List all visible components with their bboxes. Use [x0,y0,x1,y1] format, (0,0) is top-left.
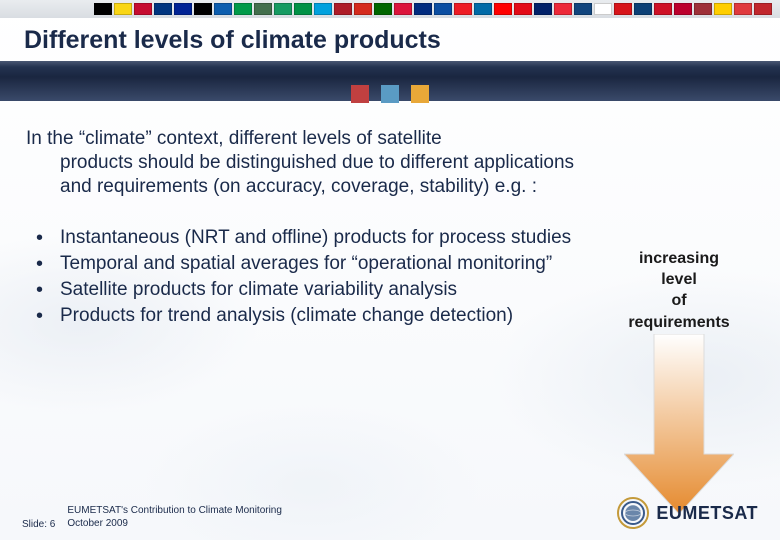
flag-icon [574,3,592,15]
arrow-label-line: of [604,291,754,310]
flag-icon [554,3,572,15]
flag-icon [94,3,112,15]
flag-icon [314,3,332,15]
flag-icon [434,3,452,15]
list-item: Temporal and spatial averages for “opera… [26,252,592,276]
flag-icon [174,3,192,15]
flag-icon [214,3,232,15]
intro-rest: products should be distinguished due to … [26,151,592,199]
logo-globe-icon [616,496,650,530]
list-item: Instantaneous (NRT and offline) products… [26,226,592,250]
flag-icon [494,3,512,15]
flag-icon [734,3,752,15]
list-item: Products for trend analysis (climate cha… [26,304,592,328]
list-item: Satellite products for climate variabili… [26,278,592,302]
flag-icon [594,3,612,15]
down-arrow-wrap [604,334,754,514]
arrow-label-line: increasing [604,249,754,268]
flag-icon [654,3,672,15]
down-arrow-icon [624,334,734,514]
footer: Slide: 6 EUMETSAT's Contribution to Clim… [0,496,780,530]
flag-icon [394,3,412,15]
bullet-list: Instantaneous (NRT and offline) products… [26,226,592,327]
banner-highlight [0,61,780,67]
main-text-column: In the “climate” context, different leve… [26,127,592,514]
flag-icon [454,3,472,15]
banner [0,61,780,101]
logo-text: EUMETSAT [656,503,758,524]
arrow-column: increasing level of requirements [604,127,754,514]
flag-icon [354,3,372,15]
flag-icon [694,3,712,15]
title-bar: Different levels of climate products [0,18,780,59]
arrow-label: increasing level of requirements [604,249,754,332]
flag-icon [154,3,172,15]
flag-icon [714,3,732,15]
arrow-label-line: level [604,270,754,289]
flag-icon [474,3,492,15]
slide-number: Slide: 6 [22,519,55,530]
flag-icon [374,3,392,15]
flag-icon [534,3,552,15]
content: In the “climate” context, different leve… [0,101,780,514]
flag-icon [294,3,312,15]
footer-meta-line2: October 2009 [67,518,282,531]
flag-icon [134,3,152,15]
flag-icon [334,3,352,15]
flag-icon [634,3,652,15]
flag-icon [414,3,432,15]
flag-strip [0,0,780,18]
flag-icon [234,3,252,15]
page-title: Different levels of climate products [24,26,756,55]
footer-left: Slide: 6 EUMETSAT's Contribution to Clim… [22,505,282,530]
flag-icon [254,3,272,15]
logo: EUMETSAT [616,496,758,530]
header: Different levels of climate products [0,0,780,101]
flag-icon [514,3,532,15]
flag-icon [674,3,692,15]
flag-icon [194,3,212,15]
flag-icon [614,3,632,15]
flag-icon [754,3,772,15]
footer-meta-line1: EUMETSAT's Contribution to Climate Monit… [67,505,282,518]
intro-line1: In the “climate” context, different leve… [26,128,442,149]
arrow-label-line: requirements [604,313,754,332]
footer-meta: EUMETSAT's Contribution to Climate Monit… [67,505,282,530]
flag-icon [274,3,292,15]
intro-paragraph: In the “climate” context, different leve… [26,127,592,198]
flag-icon [114,3,132,15]
